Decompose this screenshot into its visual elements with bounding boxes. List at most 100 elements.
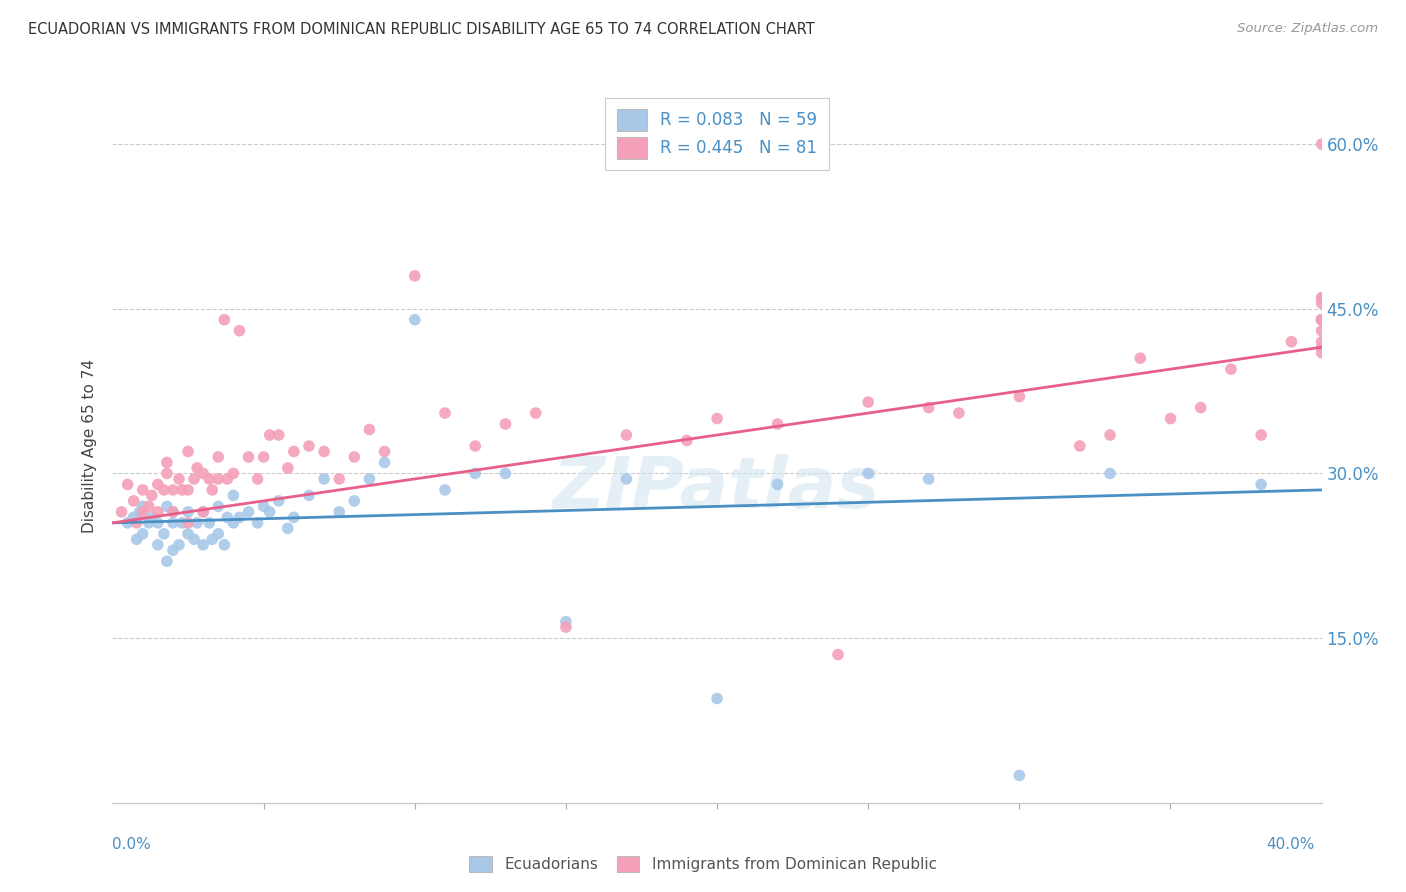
Point [464, 439, 486, 453]
Point [146, 477, 169, 491]
Point [156, 554, 179, 568]
Point [1310, 312, 1333, 326]
Point [298, 488, 321, 502]
Point [183, 533, 205, 547]
Point [706, 411, 728, 425]
Point [374, 455, 396, 469]
Point [1310, 340, 1333, 354]
Point [675, 434, 697, 448]
Point [495, 417, 517, 431]
Point [314, 472, 336, 486]
Point [162, 483, 184, 497]
Point [156, 467, 179, 481]
Point [464, 467, 486, 481]
Point [228, 510, 250, 524]
Point [177, 444, 200, 458]
Point [132, 483, 155, 497]
Point [122, 510, 145, 524]
Point [177, 483, 200, 497]
Text: 40.0%: 40.0% [1267, 838, 1315, 852]
Point [766, 417, 789, 431]
Point [1098, 467, 1121, 481]
Point [207, 450, 229, 464]
Text: ZIPatlas: ZIPatlas [554, 454, 880, 524]
Point [162, 543, 184, 558]
Point [1279, 334, 1302, 349]
Point [214, 538, 236, 552]
Point [948, 406, 970, 420]
Point [267, 428, 290, 442]
Point [132, 526, 155, 541]
Point [153, 526, 176, 541]
Point [1310, 312, 1333, 326]
Point [524, 406, 547, 420]
Point [359, 423, 381, 437]
Point [177, 505, 200, 519]
Point [404, 268, 426, 283]
Point [856, 395, 880, 409]
Point [141, 488, 163, 502]
Point [191, 538, 214, 552]
Point [404, 312, 426, 326]
Point [122, 494, 145, 508]
Point [246, 472, 269, 486]
Point [117, 477, 139, 491]
Point [198, 472, 221, 486]
Point [132, 505, 155, 519]
Point [1310, 345, 1333, 359]
Point [153, 483, 176, 497]
Point [433, 406, 456, 420]
Point [1250, 428, 1272, 442]
Point [125, 516, 148, 530]
Point [217, 510, 239, 524]
Point [207, 500, 229, 514]
Point [1310, 291, 1333, 305]
Point [1008, 768, 1031, 782]
Text: Source: ZipAtlas.com: Source: ZipAtlas.com [1237, 22, 1378, 36]
Point [766, 477, 789, 491]
Point [328, 472, 350, 486]
Point [1310, 137, 1333, 152]
Point [433, 483, 456, 497]
Point [170, 483, 193, 497]
Point [343, 494, 366, 508]
Point [201, 533, 224, 547]
Point [1310, 312, 1333, 326]
Point [141, 510, 163, 524]
Point [207, 526, 229, 541]
Text: ECUADORIAN VS IMMIGRANTS FROM DOMINICAN REPUBLIC DISABILITY AGE 65 TO 74 CORRELA: ECUADORIAN VS IMMIGRANTS FROM DOMINICAN … [28, 22, 815, 37]
Legend: Ecuadorians, Immigrants from Dominican Republic: Ecuadorians, Immigrants from Dominican R… [461, 848, 945, 880]
Point [228, 324, 250, 338]
Point [238, 505, 260, 519]
Point [162, 505, 184, 519]
Point [214, 312, 236, 326]
Point [167, 538, 190, 552]
Point [495, 467, 517, 481]
Point [918, 472, 941, 486]
Point [343, 450, 366, 464]
Point [146, 516, 169, 530]
Point [156, 500, 179, 514]
Point [177, 516, 200, 530]
Point [191, 505, 214, 519]
Point [177, 526, 200, 541]
Point [167, 472, 190, 486]
Point [238, 450, 260, 464]
Point [201, 483, 224, 497]
Point [1129, 351, 1152, 366]
Point [328, 505, 350, 519]
Legend: R = 0.083   N = 59, R = 0.445   N = 81: R = 0.083 N = 59, R = 0.445 N = 81 [605, 97, 830, 170]
Point [856, 467, 880, 481]
Point [138, 500, 160, 514]
Point [186, 516, 208, 530]
Point [1069, 439, 1091, 453]
Point [1310, 334, 1333, 349]
Point [554, 615, 576, 629]
Point [191, 467, 214, 481]
Point [222, 488, 245, 502]
Point [277, 521, 299, 535]
Point [1008, 390, 1031, 404]
Point [283, 510, 305, 524]
Point [183, 472, 205, 486]
Point [314, 444, 336, 458]
